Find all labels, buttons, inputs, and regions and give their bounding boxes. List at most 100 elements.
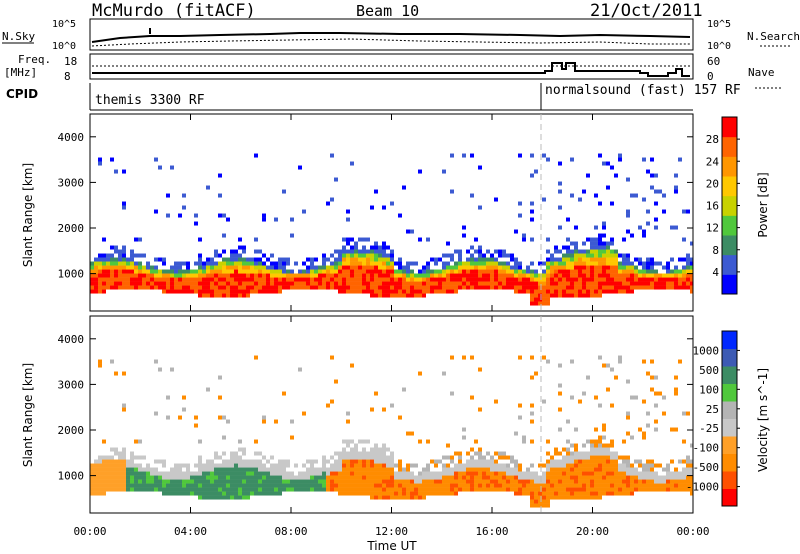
velocity-cell: [626, 455, 630, 460]
velocity-cell: [110, 479, 114, 484]
velocity-cell: [314, 479, 318, 484]
power-cell: [610, 277, 614, 282]
velocity-cell: [606, 475, 610, 480]
velocity-cell: [542, 499, 546, 504]
velocity-cell: [202, 491, 206, 496]
power-cell: [306, 257, 310, 262]
velocity-cell: [102, 455, 106, 460]
power-cell: [286, 269, 290, 274]
power-cell: [150, 273, 154, 278]
velocity-cell: [574, 427, 578, 432]
power-cell: [570, 285, 574, 290]
velocity-cell: [578, 475, 582, 480]
velocity-cell: [418, 475, 422, 480]
velocity-cell: [598, 487, 602, 492]
power-cell: [270, 281, 274, 286]
power-cell: [318, 269, 322, 274]
velocity-cell: [354, 471, 358, 476]
power-cell: [494, 281, 498, 286]
velocity-cell: [562, 471, 566, 476]
power-cell: [546, 281, 550, 286]
power-cell: [598, 153, 602, 158]
velocity-cell: [350, 459, 354, 464]
velocity-cell: [378, 475, 382, 480]
power-cell: [450, 285, 454, 290]
power-cell: [410, 289, 414, 294]
power-cell: [458, 249, 462, 254]
velocity-cell: [242, 467, 246, 472]
power-cell: [638, 261, 642, 266]
power-cell: [610, 289, 614, 294]
power-cell: [246, 277, 250, 282]
velocity-cell: [506, 475, 510, 480]
power-cell: [234, 285, 238, 290]
power-cell: [346, 261, 350, 266]
velocity-cell: [662, 483, 666, 488]
velocity-cell: [558, 483, 562, 488]
velocity-cell: [626, 467, 630, 472]
velocity-cell: [218, 483, 222, 488]
power-cell: [250, 281, 254, 286]
colorbar-swatch: [722, 117, 737, 138]
power-cell: [258, 289, 262, 294]
power-cell: [542, 153, 546, 158]
power-cell: [150, 265, 154, 270]
velocity-cell: [578, 483, 582, 488]
power-cell: [322, 265, 326, 270]
velocity-cell: [394, 463, 398, 468]
velocity-cell: [362, 487, 366, 492]
power-cell: [390, 277, 394, 282]
velocity-cell: [606, 467, 610, 472]
velocity-cell: [458, 455, 462, 460]
power-cell: [554, 269, 558, 274]
velocity-cell: [326, 459, 330, 464]
velocity-cell: [498, 487, 502, 492]
velocity-cell: [394, 491, 398, 496]
xtick-label: 12:00: [375, 525, 408, 538]
power-cell: [382, 261, 386, 266]
nsky-tick-high: 10^5: [52, 19, 76, 30]
velocity-cell: [534, 483, 538, 488]
power-cell: [298, 273, 302, 278]
velocity-cell: [602, 471, 606, 476]
velocity-cell: [114, 479, 118, 484]
power-cell: [618, 153, 622, 158]
velocity-cell: [226, 495, 230, 500]
velocity-cell: [350, 491, 354, 496]
velocity-cell: [270, 491, 274, 496]
velocity-cell: [646, 411, 650, 416]
velocity-cell: [686, 479, 690, 484]
velocity-cell: [302, 479, 306, 484]
velocity-cell: [254, 463, 258, 468]
power-cell: [626, 277, 630, 282]
power-cell: [102, 265, 106, 270]
power-cell: [498, 261, 502, 266]
power-cell: [434, 273, 438, 278]
power-cell: [122, 285, 126, 290]
power-cell: [474, 285, 478, 290]
power-cell: [562, 285, 566, 290]
power-cell: [350, 257, 354, 262]
power-cell: [474, 249, 478, 254]
power-cell: [658, 261, 662, 266]
velocity-cell: [382, 443, 386, 448]
velocity-cell: [382, 407, 386, 412]
power-cell: [678, 277, 682, 282]
velocity-cell: [622, 483, 626, 488]
power-cell: [346, 249, 350, 254]
velocity-cell: [186, 491, 190, 496]
power-cell: [102, 281, 106, 286]
velocity-cell: [278, 483, 282, 488]
velocity-cell: [618, 359, 622, 364]
power-cell: [234, 293, 238, 298]
velocity-cell: [646, 463, 650, 468]
velocity-cell: [266, 471, 270, 476]
ytick-label: 1000: [58, 268, 85, 281]
power-cell: [446, 285, 450, 290]
power-cell: [670, 277, 674, 282]
power-cell: [566, 269, 570, 274]
power-cell: [190, 277, 194, 282]
power-cell: [610, 281, 614, 286]
velocity-cell: [518, 471, 522, 476]
power-cell: [274, 265, 278, 270]
